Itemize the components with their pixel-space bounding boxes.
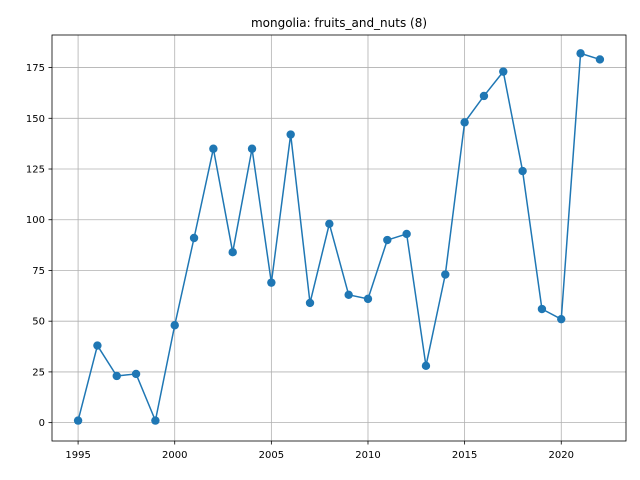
x-tick-label: 2015 bbox=[452, 450, 477, 461]
data-point bbox=[479, 91, 489, 101]
data-point bbox=[595, 55, 605, 64]
data-point bbox=[247, 144, 257, 153]
x-tick-label: 2005 bbox=[259, 450, 284, 461]
x-tick-label: 2000 bbox=[162, 450, 187, 461]
data-point bbox=[325, 219, 334, 228]
data-point bbox=[499, 67, 508, 76]
data-point bbox=[151, 416, 160, 425]
data-point bbox=[209, 144, 218, 153]
data-point bbox=[170, 321, 179, 330]
y-tick-label: 25 bbox=[32, 367, 45, 378]
plot-frame bbox=[51, 34, 627, 442]
data-point bbox=[460, 118, 469, 127]
data-point bbox=[286, 130, 295, 139]
data-point bbox=[305, 298, 315, 308]
data-point bbox=[557, 314, 566, 324]
data-point bbox=[402, 229, 411, 239]
grid bbox=[52, 35, 626, 441]
data-point bbox=[73, 416, 83, 425]
data-point bbox=[363, 294, 373, 304]
series-line bbox=[77, 52, 601, 422]
y-tick-label: 0 bbox=[39, 418, 45, 429]
data-point bbox=[112, 371, 121, 381]
x-tick-label: 2020 bbox=[549, 450, 574, 461]
y-tick-label: 50 bbox=[32, 317, 45, 328]
data-point bbox=[421, 361, 431, 371]
x-axis: 1995 2000 2005 2010 2015 2020 bbox=[65, 441, 574, 461]
y-tick-label: 150 bbox=[26, 114, 45, 125]
data-point bbox=[93, 341, 102, 350]
y-tick-label: 100 bbox=[26, 215, 45, 226]
data-point bbox=[189, 233, 199, 243]
data-point bbox=[228, 248, 237, 257]
data-point bbox=[576, 49, 585, 58]
x-tick-label: 1995 bbox=[65, 450, 90, 461]
data-point bbox=[441, 270, 450, 279]
data-point bbox=[383, 235, 392, 245]
data-point bbox=[267, 278, 276, 287]
y-axis: 0 25 50 75 100 125 150 175 bbox=[26, 63, 52, 429]
chart-title: mongolia: fruits_and_nuts (8) bbox=[251, 16, 427, 30]
data-point bbox=[131, 369, 141, 379]
data-point bbox=[344, 290, 353, 300]
data-point bbox=[537, 304, 547, 314]
x-tick-label: 2010 bbox=[355, 450, 380, 461]
y-tick-label: 125 bbox=[26, 165, 45, 176]
y-tick-label: 75 bbox=[32, 266, 45, 277]
y-tick-label: 175 bbox=[26, 63, 45, 74]
data-point bbox=[518, 166, 527, 176]
series-layer bbox=[73, 49, 605, 425]
